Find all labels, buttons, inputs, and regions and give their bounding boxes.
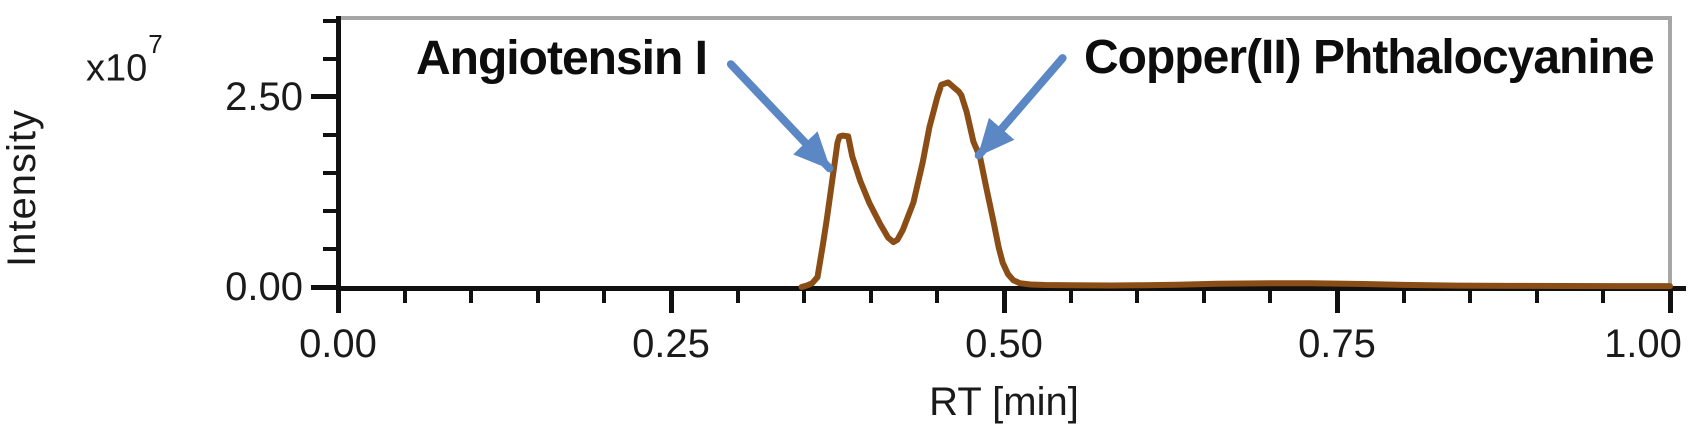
y-multiplier-base: x10 bbox=[86, 47, 148, 90]
x-minor-tick bbox=[868, 291, 873, 303]
x-minor-tick bbox=[1468, 291, 1473, 303]
y-tick-label: 0.00 bbox=[225, 265, 303, 309]
x-minor-tick bbox=[1401, 291, 1406, 303]
x-axis-title: RT [min] bbox=[929, 380, 1079, 424]
x-major-tick bbox=[1001, 291, 1007, 313]
x-minor-tick bbox=[1268, 291, 1273, 303]
x-minor-tick bbox=[535, 291, 540, 303]
x-tick-label: 0.00 bbox=[299, 322, 377, 366]
x-minor-tick bbox=[602, 291, 607, 303]
y-minor-tick bbox=[323, 170, 336, 175]
x-tick-label: 1.00 bbox=[1604, 322, 1682, 366]
chromatogram-trace-line bbox=[798, 79, 1673, 290]
y-axis-title: Intensity bbox=[0, 109, 44, 267]
plot-border-top bbox=[338, 16, 1672, 20]
x-tick-label: 0.50 bbox=[965, 322, 1043, 366]
y-minor-tick bbox=[323, 246, 336, 251]
plot-border-right bbox=[1668, 16, 1672, 289]
x-tick-label: 0.25 bbox=[632, 322, 710, 366]
x-major-tick bbox=[668, 291, 674, 313]
x-minor-tick bbox=[935, 291, 940, 303]
x-minor-tick bbox=[1201, 291, 1206, 303]
y-minor-tick bbox=[323, 208, 336, 213]
annotation-arrow-copper-phthalocyanine bbox=[974, 54, 1067, 160]
x-minor-tick bbox=[402, 291, 407, 303]
x-minor-tick bbox=[802, 291, 807, 303]
x-major-tick bbox=[1667, 291, 1673, 313]
y-multiplier-exponent: 7 bbox=[148, 29, 163, 59]
y-minor-tick bbox=[323, 18, 336, 23]
x-tick-label: 0.75 bbox=[1298, 322, 1376, 366]
x-minor-tick bbox=[1068, 291, 1073, 303]
x-minor-tick bbox=[735, 291, 740, 303]
peak-label-angiotensin: Angiotensin I bbox=[416, 32, 708, 85]
x-minor-tick bbox=[1601, 291, 1606, 303]
x-minor-tick bbox=[1534, 291, 1539, 303]
y-minor-tick bbox=[323, 132, 336, 137]
y-tick-label: 2.50 bbox=[225, 74, 303, 119]
y-major-tick bbox=[311, 284, 336, 290]
y-axis-multiplier: x107 bbox=[86, 29, 163, 90]
x-minor-tick bbox=[1135, 291, 1140, 303]
x-major-tick bbox=[335, 291, 341, 313]
annotation-arrow-angiotensin bbox=[726, 60, 834, 173]
peak-label-copper-phthalocyanine: Copper(II) Phthalocyanine bbox=[1084, 31, 1655, 84]
x-minor-tick bbox=[469, 291, 474, 303]
y-major-tick bbox=[311, 94, 336, 100]
x-major-tick bbox=[1334, 291, 1340, 313]
y-axis-line bbox=[336, 16, 341, 291]
y-minor-tick bbox=[323, 56, 336, 61]
